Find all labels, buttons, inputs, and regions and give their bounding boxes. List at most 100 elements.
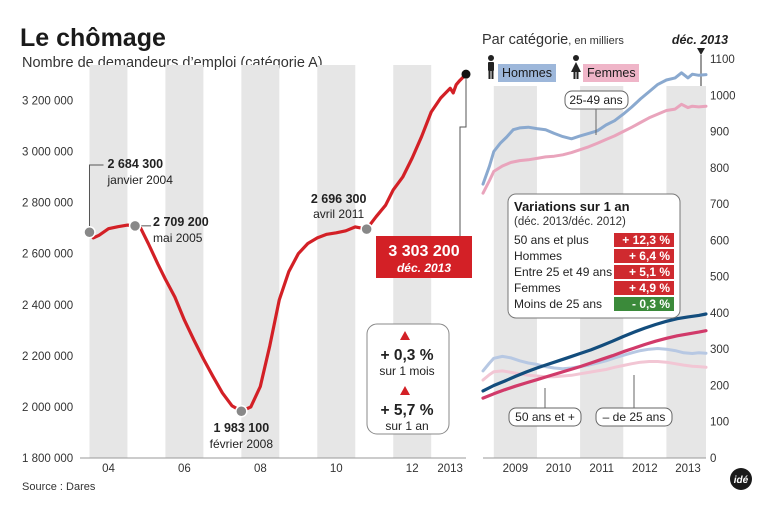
svg-text:50 ans et +: 50 ans et +	[515, 410, 575, 424]
left-x-tick-label: 08	[254, 463, 267, 475]
right-y-tick-label: 1000	[710, 90, 736, 102]
variation-row-label: Moins de 25 ans	[514, 297, 602, 311]
marker-down-icon	[697, 48, 705, 55]
annotation-date: mai 2005	[153, 231, 203, 245]
right-y-tick-label: 200	[710, 380, 729, 392]
right-legend: Hommes Femmes	[488, 55, 639, 82]
highlight-value: 3 303 200	[388, 243, 459, 260]
variation-row-label: Femmes	[514, 281, 561, 295]
variation-row-value: + 12,3 %	[622, 233, 670, 247]
left-x-tick-label: 04	[102, 463, 115, 475]
variation-row-badge	[614, 249, 674, 263]
main-series-line	[87, 72, 468, 413]
left-y-tick-label: 2 400 000	[22, 300, 73, 312]
left-x-tick-label: 06	[178, 463, 191, 475]
left-x-tick-label: 10	[330, 463, 343, 475]
right-y-tick-label: 400	[710, 308, 729, 320]
annotation-value: 2 684 300	[107, 157, 163, 171]
right-chart-title: Par catégorie, en milliers	[482, 32, 624, 48]
svg-text:idé: idé	[734, 475, 749, 486]
up-arrow-icon	[400, 386, 410, 395]
left-x-tick-label: 12	[406, 463, 419, 475]
right-y-tick-label: 100	[710, 417, 729, 429]
left-y-tick-label: 2 000 000	[22, 402, 73, 414]
left-data-points	[83, 69, 471, 418]
source-note: Source : Dares	[22, 481, 96, 493]
right-y-tick-label: 600	[710, 235, 729, 247]
right-y-tick-label: 1100	[710, 54, 735, 66]
right-x-tick-label: 2009	[503, 463, 529, 475]
highlight-box: 3 303 200 déc. 2013	[376, 236, 472, 278]
annotation-point	[235, 404, 248, 418]
highlight-label: déc. 2013	[397, 261, 451, 275]
up-arrow-icon	[400, 331, 410, 340]
right-y-tick-label: 800	[710, 163, 729, 175]
right-x-tick-label: 2013	[675, 463, 701, 475]
right-x-axis: 2009 2010 2011 2012 2013	[503, 463, 701, 475]
variation-row-value: + 6,4 %	[629, 249, 670, 263]
ide-logo: idé	[730, 468, 752, 490]
annotation-point	[461, 69, 471, 79]
right-series-lines	[481, 71, 708, 400]
right-x-tick-label: 2010	[546, 463, 572, 475]
series-line-50-ans-et--femmes	[481, 329, 708, 400]
right-y-tick-label: 700	[710, 199, 729, 211]
label-25-49: 25-49 ans	[564, 90, 629, 135]
variation-row-value: + 4,9 %	[629, 281, 670, 295]
annotation-date: avril 2011	[313, 207, 364, 221]
variations-table-title: Variations sur 1 an	[514, 199, 630, 214]
series-line-50-ans-et--hommes	[481, 312, 708, 393]
series-line-25-49-ans-hommes	[481, 71, 708, 186]
right-y-tick-label: 900	[710, 127, 729, 139]
variation-row-badge	[614, 233, 674, 247]
left-y-axis: 3 200 000 3 000 000 2 800 000 2 600 000 2 40…	[22, 96, 73, 465]
svg-text:– de 25 ans: – de 25 ans	[603, 410, 666, 424]
variation-year-label: sur 1 an	[385, 419, 428, 433]
variation-row-badge	[614, 297, 674, 311]
left-band	[89, 65, 128, 458]
left-band	[317, 65, 356, 458]
right-x-tick-label: 2012	[632, 463, 658, 475]
left-band	[165, 65, 204, 458]
left-x-axis: 04 06 08 10 12 2013	[102, 463, 463, 475]
label-50-plus: 50 ans et +	[508, 388, 582, 427]
right-end-label: déc. 2013	[672, 33, 728, 47]
right-y-tick-label: 500	[710, 272, 729, 284]
series-line-25-49-ans-femmes	[481, 102, 708, 195]
annotation-point	[128, 219, 142, 233]
woman-icon	[571, 55, 581, 79]
svg-text:25-49 ans: 25-49 ans	[569, 93, 622, 107]
left-y-tick-label: 1 800 000	[22, 453, 73, 465]
left-x-tick-label: 2013	[437, 463, 463, 475]
chart-title: Le chômage	[20, 24, 166, 52]
left-y-tick-label: 3 200 000	[22, 96, 73, 108]
annotation-value: 2 696 300	[311, 192, 367, 206]
variations-table: Variations sur 1 an (déc. 2013/déc. 2012…	[507, 193, 681, 319]
annotation-point	[83, 225, 96, 239]
left-y-tick-label: 2 200 000	[22, 351, 73, 363]
annotation-date: janvier 2004	[106, 173, 173, 187]
variation-row-badge	[614, 281, 674, 295]
legend-hommes-swatch	[498, 64, 556, 82]
left-y-tick-label: 3 000 000	[22, 147, 73, 159]
legend-femmes-label: Femmes	[587, 66, 636, 80]
variation-month-label: sur 1 mois	[379, 364, 434, 378]
legend-hommes-label: Hommes	[502, 66, 552, 80]
annotation-date: février 2008	[210, 437, 274, 451]
variation-month-value: + 0,3 %	[381, 347, 434, 364]
variations-table-subtitle: (déc. 2013/déc. 2012)	[514, 216, 626, 228]
annotation-value: 2 709 200	[153, 215, 209, 229]
variation-box: + 0,3 % sur 1 mois + 5,7 % sur 1 an	[366, 323, 450, 435]
variation-row-label: 50 ans et plus	[514, 233, 589, 247]
right-y-tick-label: 0	[710, 453, 716, 465]
left-y-tick-label: 2 800 000	[22, 198, 73, 210]
series-line--de-25-ans-femmes	[481, 360, 708, 382]
variation-row-value: - 0,3 %	[632, 297, 670, 311]
left-band	[241, 65, 280, 458]
left-y-tick-label: 2 600 000	[22, 249, 73, 261]
variation-year-value: + 5,7 %	[381, 402, 434, 419]
variation-row-label: Entre 25 et 49 ans	[514, 265, 612, 279]
right-x-tick-label: 2011	[589, 463, 614, 475]
left-annotations: 2 684 300 janvier 2004 2 709 200 mai 2005 1 …	[106, 157, 366, 451]
